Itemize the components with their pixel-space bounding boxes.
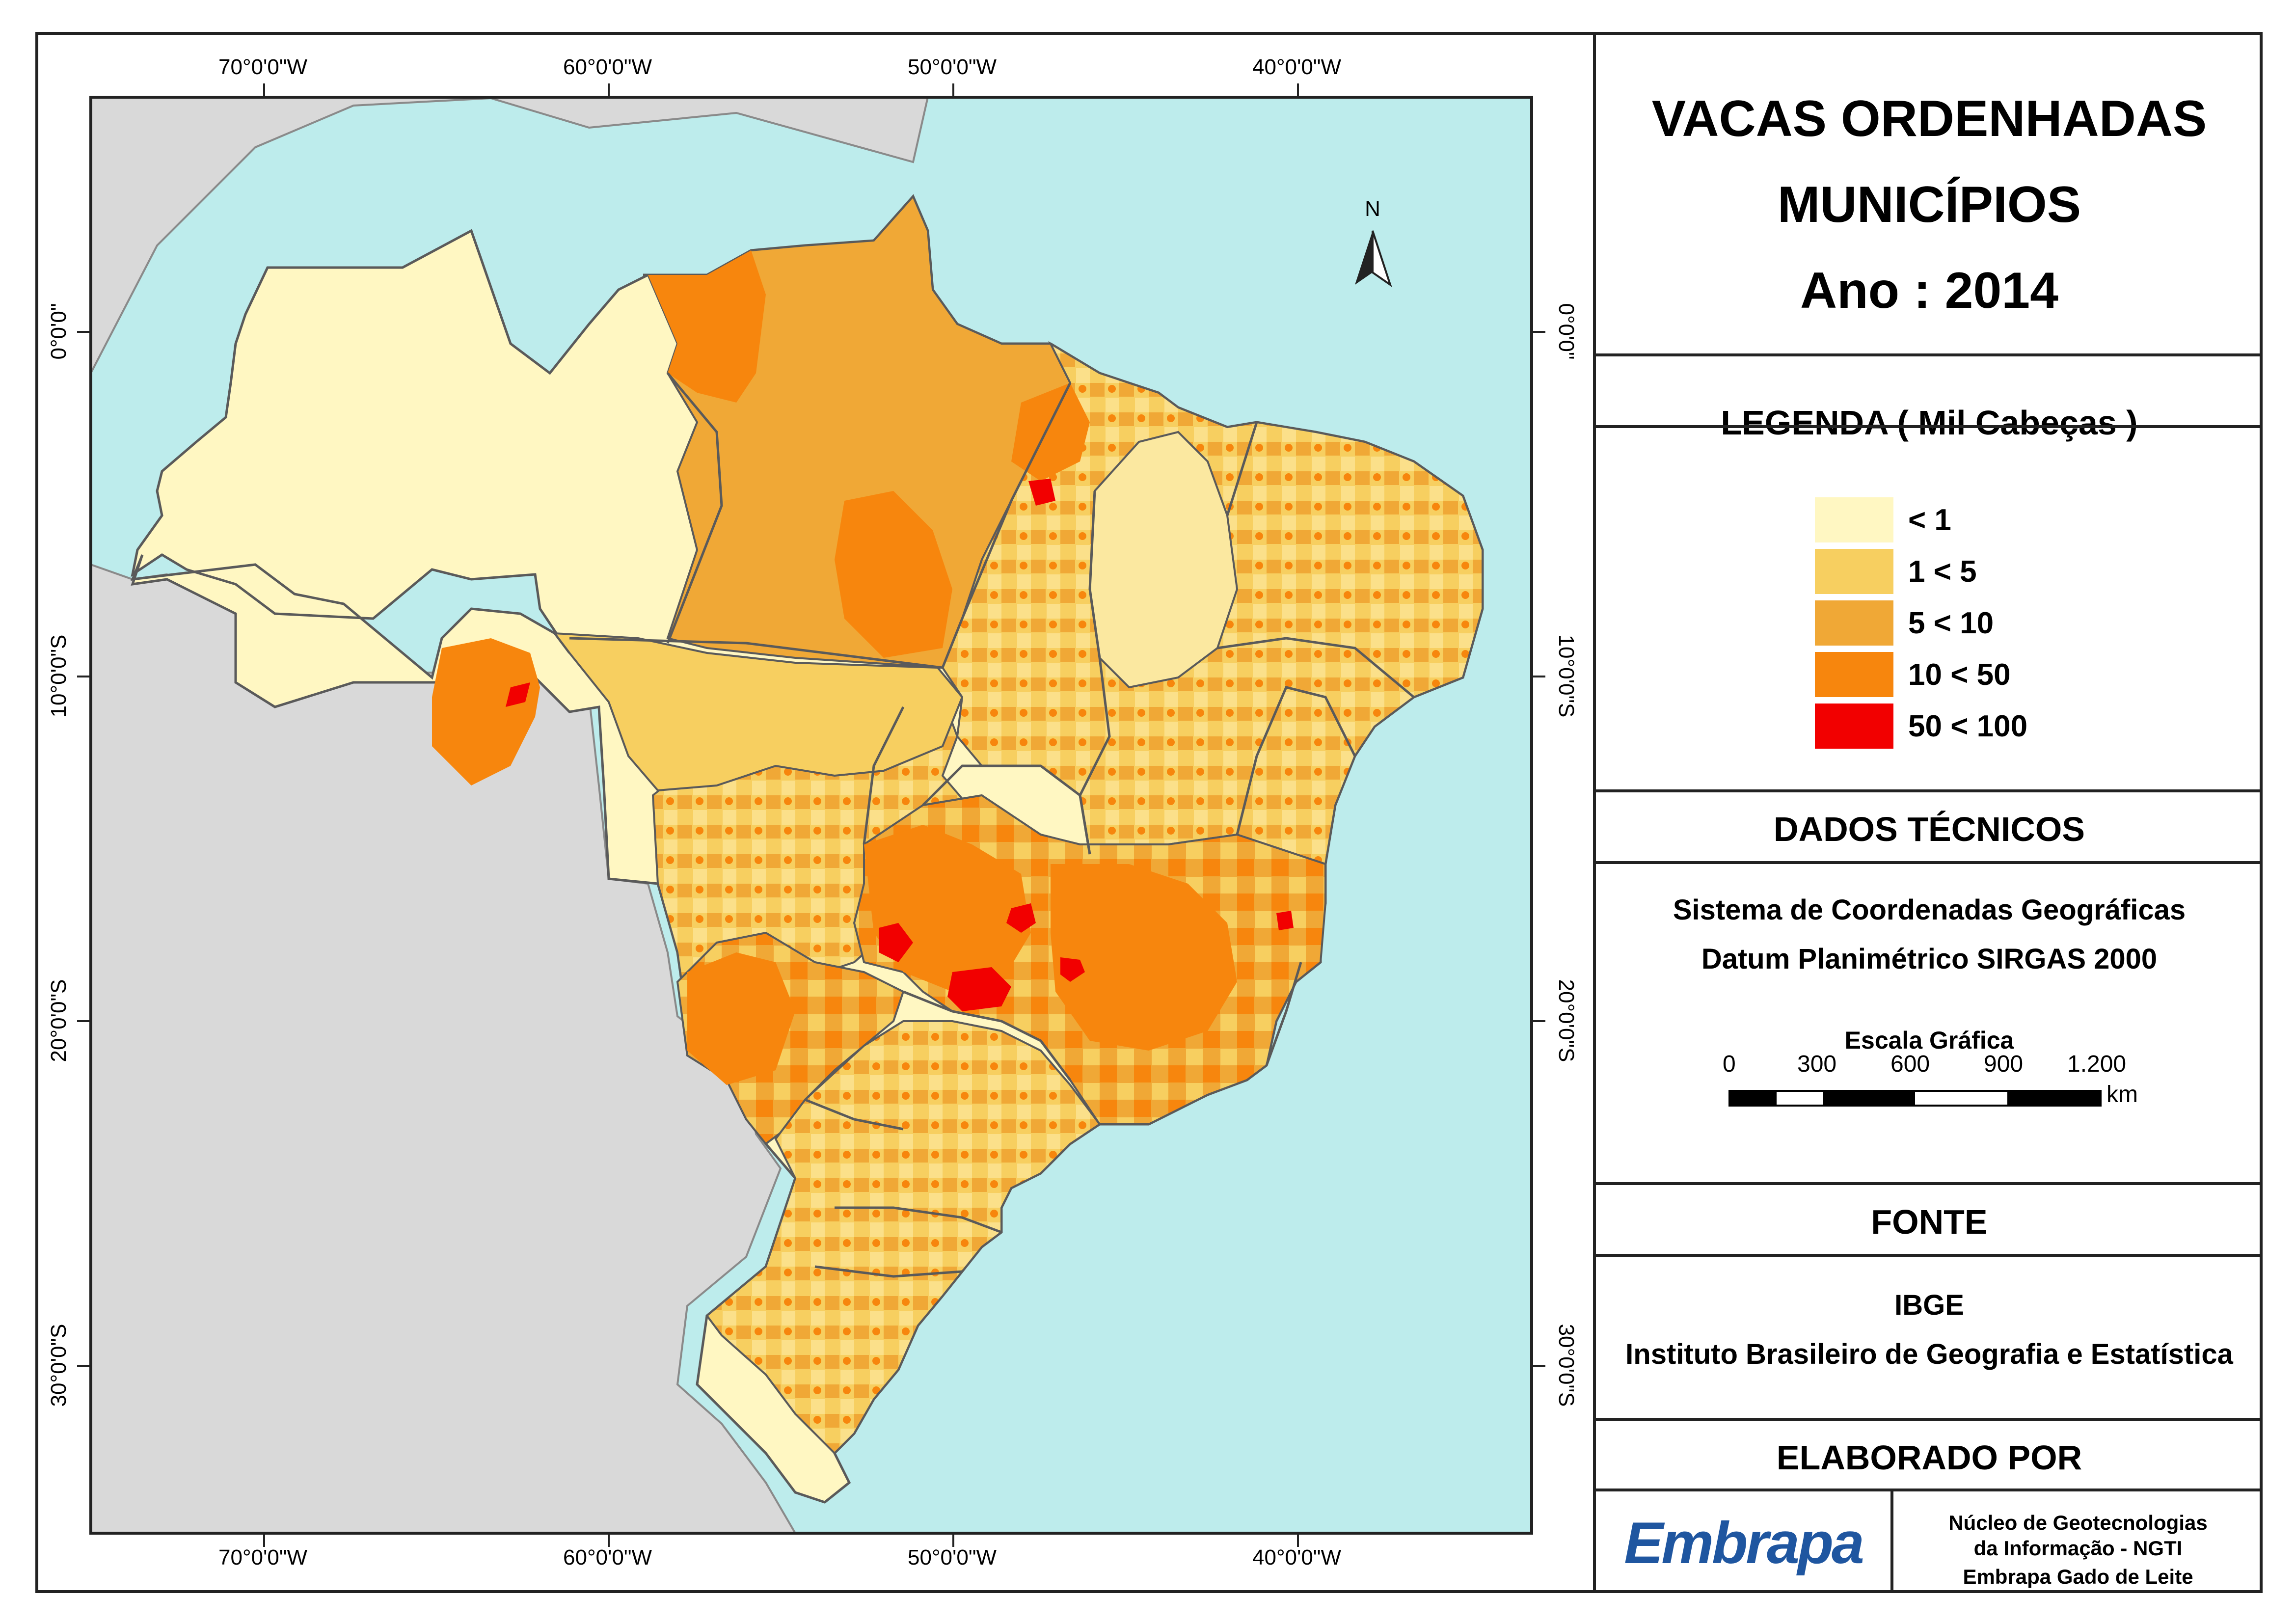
lon-label-top-50: 50°0'0"W bbox=[908, 55, 997, 79]
region-red-1 bbox=[879, 923, 913, 962]
legend-label: 50 < 100 bbox=[1908, 709, 2028, 743]
divider bbox=[1596, 1418, 2263, 1421]
divider bbox=[1596, 1182, 2263, 1185]
legend-swatch bbox=[1815, 549, 1893, 594]
credits-line-1: Núcleo de Geotecnologias bbox=[1948, 1511, 2208, 1534]
region-red-7 bbox=[1276, 911, 1294, 930]
credits-line-2: da Informação - NGTI bbox=[1973, 1537, 2183, 1560]
credits-block: Embrapa Núcleo de Geotecnologias da Info… bbox=[1596, 1491, 2263, 1593]
source-line-2: Instituto Brasileiro de Geografia e Esta… bbox=[1625, 1338, 2233, 1370]
technical-block: Sistema de Coordenadas Geográficas Datum… bbox=[1596, 864, 2263, 1183]
map-frame bbox=[89, 96, 1533, 1535]
embrapa-logo-text: Embrapa bbox=[1624, 1510, 1864, 1576]
divider bbox=[1596, 1254, 2263, 1257]
region-rondonia-orange bbox=[432, 638, 540, 785]
side-panel: VACAS ORDENHADAS MUNICÍPIOS Ano : 2014 L… bbox=[1593, 32, 2263, 1593]
legend-item-5-10: 5 < 10 bbox=[1815, 600, 1994, 646]
title-line-1: VACAS ORDENHADAS bbox=[1651, 90, 2207, 147]
outer-frame bbox=[35, 32, 2263, 1593]
region-red-2 bbox=[947, 967, 1011, 1011]
scale-tick-900: 900 bbox=[1984, 1051, 2024, 1077]
divider bbox=[1596, 861, 2263, 864]
legend-label: 5 < 10 bbox=[1908, 606, 1994, 640]
lon-label-bottom-40: 40°0'0"W bbox=[1252, 1545, 1342, 1570]
source-block: IBGE Instituto Brasileiro de Geografia e… bbox=[1596, 1257, 2263, 1419]
credits-text: Núcleo de Geotecnologias da Informação -… bbox=[1893, 1491, 2263, 1593]
scale-segments bbox=[1728, 1090, 2102, 1107]
legend: < 1 1 < 5 5 < 10 10 < 50 50 < 100 bbox=[1596, 428, 2263, 789]
divider bbox=[1596, 425, 2263, 428]
region-red-6 bbox=[506, 682, 530, 707]
title-line-2: MUNICÍPIOS bbox=[1777, 176, 2081, 233]
title-line-3: Ano : 2014 bbox=[1800, 262, 2058, 319]
lon-label-top-60: 60°0'0"W bbox=[563, 55, 652, 79]
divider bbox=[1596, 353, 2263, 356]
legend-heading: LEGENDA ( Mil Cabeças ) bbox=[1721, 404, 2138, 442]
divider bbox=[1596, 789, 2263, 792]
region-maranhao-orange bbox=[1011, 383, 1090, 481]
legend-label: 1 < 5 bbox=[1908, 554, 1977, 589]
scale-tick-1200: 1.200 bbox=[2067, 1051, 2127, 1077]
legend-item-10-50: 10 < 50 bbox=[1815, 652, 2011, 697]
legend-label: < 1 bbox=[1908, 503, 1951, 537]
region-red-3 bbox=[1006, 903, 1036, 933]
lon-label-bottom-50: 50°0'0"W bbox=[908, 1545, 997, 1570]
legend-item-1-5: 1 < 5 bbox=[1815, 549, 1977, 594]
scale-tick-0: 0 bbox=[1723, 1051, 1736, 1077]
made-by-heading: ELABORADO POR bbox=[1776, 1438, 2082, 1477]
legend-item-50-100: 50 < 100 bbox=[1815, 704, 2027, 749]
legend-swatch bbox=[1815, 704, 1893, 749]
lon-label-top-40: 40°0'0"W bbox=[1252, 55, 1342, 79]
embrapa-logo: Embrapa bbox=[1620, 1501, 1866, 1585]
region-roraima-orange bbox=[648, 250, 766, 403]
source-heading: FONTE bbox=[1871, 1203, 1988, 1241]
legend-item-lt-1: < 1 bbox=[1815, 497, 1951, 542]
brazil-amazon-mid bbox=[552, 632, 964, 792]
north-label: N bbox=[1365, 197, 1380, 221]
lon-label-bottom-60: 60°0'0"W bbox=[563, 1545, 652, 1570]
region-mato-grosso-orange bbox=[687, 952, 795, 1085]
coordinate-system: Sistema de Coordenadas Geográficas bbox=[1673, 894, 2186, 926]
divider bbox=[1596, 1489, 2263, 1491]
region-red-4 bbox=[1060, 957, 1085, 982]
scale-tick-600: 600 bbox=[1890, 1051, 1930, 1077]
technical-heading: DADOS TÉCNICOS bbox=[1774, 810, 2085, 848]
legend-swatch bbox=[1815, 652, 1893, 697]
graticule-ticks bbox=[77, 83, 1545, 1547]
legend-label: 10 < 50 bbox=[1908, 657, 2011, 692]
legend-swatch bbox=[1815, 497, 1893, 542]
region-red-5 bbox=[1028, 479, 1055, 506]
scale-title: Escala Gráfica bbox=[1844, 1027, 2014, 1054]
lon-label-top-70: 70°0'0"W bbox=[218, 55, 308, 79]
region-para-orange bbox=[835, 491, 952, 658]
datum: Datum Planimétrico SIRGAS 2000 bbox=[1701, 943, 2158, 975]
scale-tick-300: 300 bbox=[1797, 1051, 1837, 1077]
state-borders bbox=[569, 372, 1415, 1278]
source-line-1: IBGE bbox=[1894, 1289, 1964, 1321]
lon-label-bottom-70: 70°0'0"W bbox=[218, 1545, 308, 1570]
legend-swatch bbox=[1815, 600, 1893, 646]
region-minas-orange bbox=[1051, 864, 1237, 1051]
north-arrow-icon bbox=[1355, 230, 1392, 288]
credits-line-3: Embrapa Gado de Leite bbox=[1963, 1565, 2193, 1588]
credits-divider bbox=[1890, 1491, 1893, 1593]
scale-unit: km bbox=[2106, 1082, 2138, 1108]
title-block: VACAS ORDENHADAS MUNICÍPIOS Ano : 2014 bbox=[1596, 32, 2263, 356]
